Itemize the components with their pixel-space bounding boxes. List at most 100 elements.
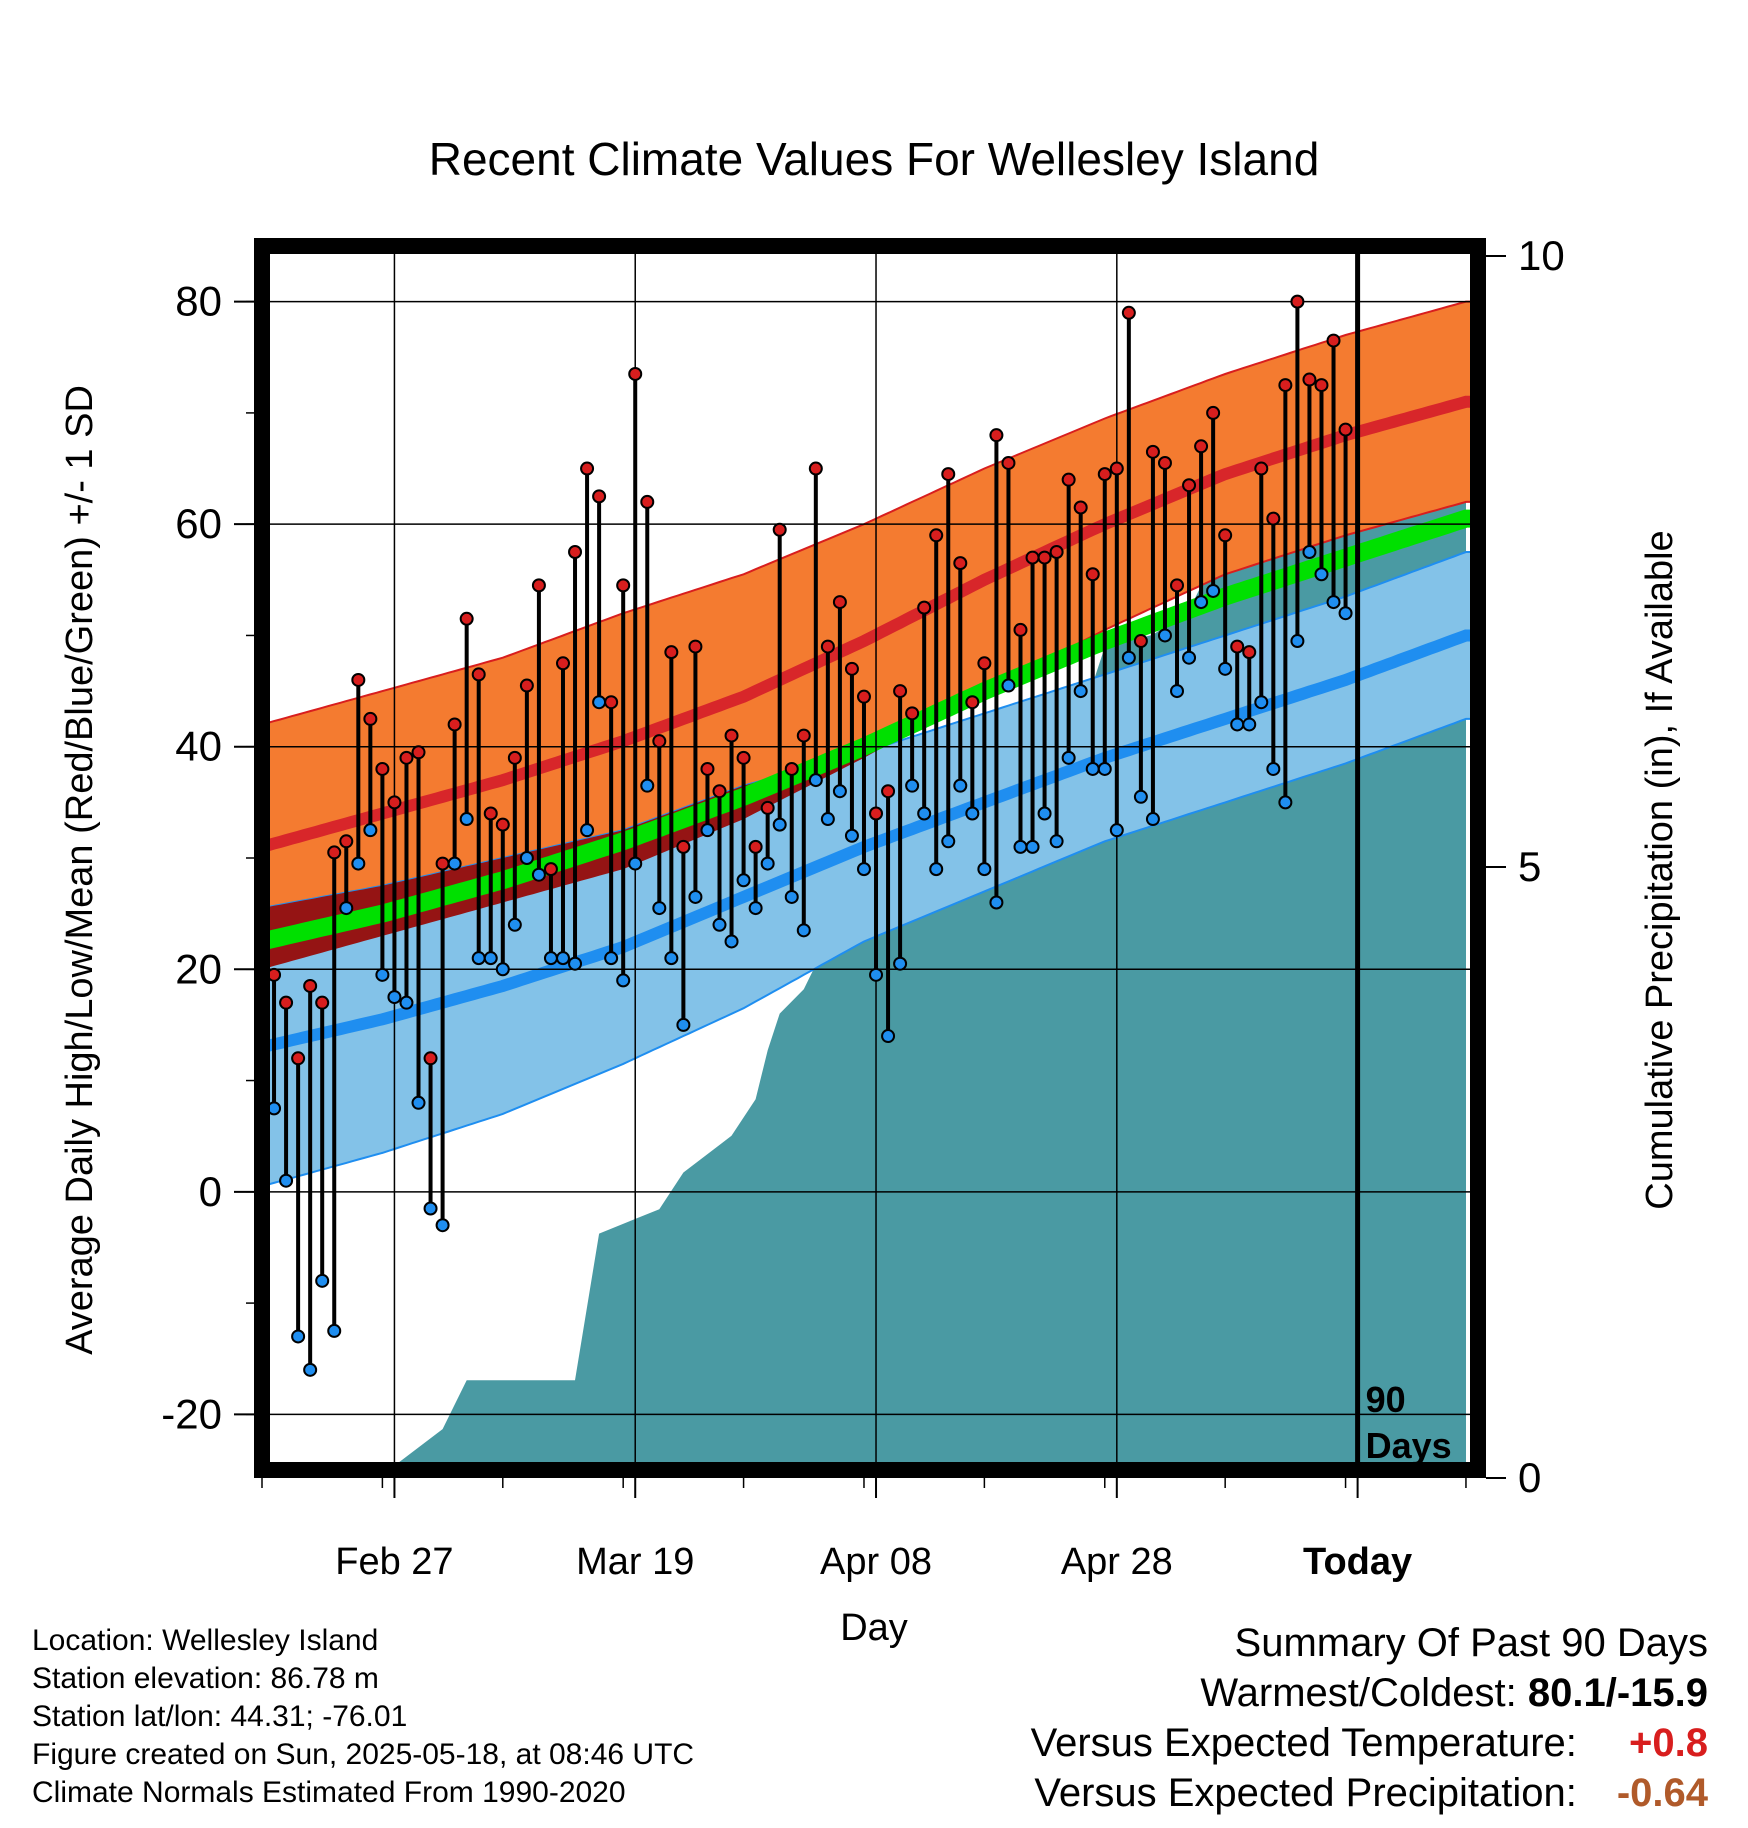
low-point (808, 773, 823, 788)
plot-inner (262, 246, 1478, 1470)
y-tick-label: 0 (199, 1168, 222, 1215)
low-point (459, 812, 474, 827)
low-point (1157, 628, 1172, 643)
high-point (796, 728, 811, 743)
high-point (929, 528, 944, 543)
x-tick-label: Apr 28 (1061, 1541, 1173, 1583)
high-point (640, 494, 655, 509)
low-point (1266, 761, 1281, 776)
warm-cold-label: Warmest/Coldest: (1200, 1671, 1517, 1715)
low-point (351, 856, 366, 871)
high-point (652, 734, 667, 749)
low-point (736, 873, 751, 888)
high-point (568, 545, 583, 559)
high-point (856, 689, 871, 704)
high-point (303, 978, 318, 993)
low-point (1278, 795, 1293, 810)
high-point (327, 845, 342, 860)
high-point (1230, 639, 1245, 654)
high-point (1049, 545, 1064, 559)
low-point (1097, 761, 1112, 776)
today-label-line2: Days (1366, 1425, 1452, 1466)
warm-cold-row: Warmest/Coldest: 80.1/-15.9 (1031, 1668, 1708, 1718)
low-point (507, 917, 522, 932)
high-point (784, 761, 799, 776)
high-point (519, 678, 534, 693)
low-point (1001, 678, 1016, 693)
high-point (616, 578, 631, 593)
high-point (483, 806, 498, 821)
low-point (1013, 839, 1028, 854)
low-point (700, 823, 715, 838)
high-point (604, 695, 619, 710)
low-point (411, 1095, 426, 1110)
low-point (1326, 595, 1341, 610)
low-point (832, 784, 847, 799)
low-point (820, 812, 835, 827)
low-point (555, 951, 570, 966)
low-point (748, 901, 763, 916)
low-point (628, 856, 643, 871)
low-point (856, 862, 871, 877)
high-point (459, 611, 474, 626)
low-point (929, 862, 944, 877)
high-point (315, 995, 330, 1010)
low-point (1206, 583, 1221, 598)
high-point (1145, 444, 1160, 459)
warm-cold-value: 80.1/-15.9 (1527, 1671, 1708, 1715)
high-point (628, 366, 643, 381)
low-point (1170, 684, 1185, 699)
high-point (941, 467, 956, 482)
low-point (893, 956, 908, 971)
low-point (1145, 812, 1160, 827)
low-point (1121, 650, 1136, 665)
high-point (820, 639, 835, 654)
y-tick-label: 80 (175, 278, 222, 325)
low-point (327, 1323, 342, 1338)
high-point (1170, 578, 1185, 593)
plot-frame (254, 238, 1486, 1478)
low-point (592, 695, 607, 710)
low-point (1218, 661, 1233, 676)
low-point (435, 1218, 450, 1233)
low-point (760, 856, 775, 871)
low-point (652, 901, 667, 916)
y2-tick-label: 10 (1518, 232, 1565, 279)
precip-label: Versus Expected Precipitation: (1034, 1771, 1577, 1815)
x-axis-label: Day (840, 1607, 908, 1649)
high-point (965, 695, 980, 710)
precip-value: -0.64 (1616, 1771, 1708, 1815)
high-point (977, 656, 992, 671)
high-point (1338, 422, 1353, 437)
high-point (772, 522, 787, 537)
high-point (881, 784, 896, 799)
y-tick-label: -20 (161, 1390, 222, 1437)
low-point (495, 962, 510, 977)
high-point (387, 795, 402, 810)
high-point (676, 839, 691, 854)
high-point (1097, 467, 1112, 482)
chart-title: Recent Climate Values For Wellesley Isla… (429, 133, 1320, 185)
low-point (724, 934, 739, 949)
x-tick-label: Feb 27 (335, 1541, 453, 1583)
high-point (351, 672, 366, 687)
low-point (676, 1017, 691, 1032)
high-point (736, 750, 751, 765)
location-text: Location: Wellesley Island (32, 1624, 379, 1657)
high-point (1218, 528, 1233, 543)
low-point (1061, 750, 1076, 765)
low-point (315, 1273, 330, 1288)
low-point (772, 817, 787, 832)
high-point (1061, 472, 1076, 487)
y2-axis-label: Cumulative Precipitation (in), If Availa… (1639, 530, 1681, 1209)
precip-row: Versus Expected Precipitation: -0.64 (1031, 1768, 1708, 1818)
high-point (1326, 333, 1341, 348)
low-point (387, 990, 402, 1005)
high-point (580, 461, 595, 476)
low-point (640, 778, 655, 793)
high-point (423, 1051, 438, 1066)
low-point (1182, 650, 1197, 665)
low-point (279, 1173, 294, 1188)
temp-row: Versus Expected Temperature: +0.8 (1031, 1718, 1708, 1768)
high-point (411, 745, 426, 760)
